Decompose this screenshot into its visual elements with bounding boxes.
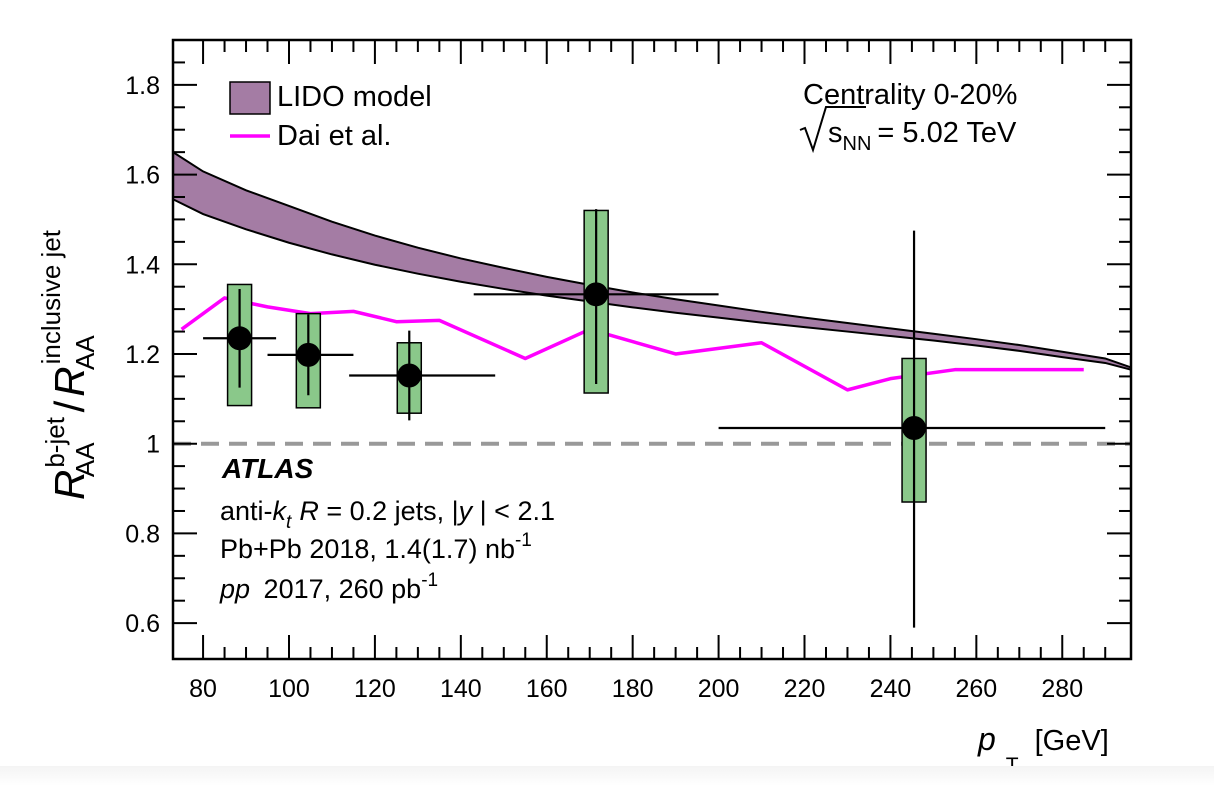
- x-tick-label: 220: [784, 675, 826, 703]
- jet-selection-label: anti-kt R = 0.2 jets, |y | < 2.1: [220, 496, 555, 533]
- data-point: [397, 363, 422, 388]
- y-tick-label: 0.6: [125, 610, 160, 638]
- lido-band-layer: [172, 151, 1132, 371]
- x-tick-label: 280: [1041, 675, 1083, 703]
- x-tick-label: 180: [612, 675, 654, 703]
- axis-ticks-layer: [173, 40, 1131, 659]
- collision-info: Centrality 0-20% sNN = 5.02 TeV: [799, 79, 1017, 155]
- x-tick-label: 200: [698, 675, 740, 703]
- bottom-fade: [0, 766, 1214, 786]
- x-axis-title: pT[GeV]: [977, 721, 1109, 777]
- legend-label-lido: LIDO model: [277, 81, 432, 113]
- plot-frame: [171, 38, 1133, 661]
- data-point: [296, 342, 321, 367]
- y-tick-label: 1.8: [125, 72, 160, 100]
- data-point: [902, 415, 927, 440]
- y-tick-label: 0.8: [125, 520, 160, 548]
- x-tick-label: 100: [268, 675, 310, 703]
- tick-labels-layer: 80 100 120 140 160 180 200 220 240 260 280 0.6 0.8 1 1…: [125, 72, 1083, 703]
- y-tick-label: 1.2: [125, 341, 160, 369]
- lido-band-lower-edge: [172, 198, 1132, 371]
- x-tick-label: 80: [189, 675, 217, 703]
- lido-band-upper-edge: [172, 151, 1132, 369]
- pbpb-lumi-label: Pb+Pb 2018, 1.4(1.7) nb-1: [220, 530, 532, 564]
- x-tick-label: 260: [955, 675, 997, 703]
- x-tick-label: 120: [354, 675, 396, 703]
- y-tick-label: 1: [146, 431, 160, 459]
- y-axis-title-text: Rb-jetAA/Rinclusive jet AA: [36, 229, 100, 500]
- experiment-info: ATLAS anti-kt R = 0.2 jets, |y | < 2.1 Pb…: [219, 453, 555, 604]
- data-point: [227, 326, 252, 351]
- legend: LIDO model Dai et al.: [229, 81, 432, 152]
- sqrt-icon: [799, 106, 866, 154]
- experiment-label: ATLAS: [221, 453, 314, 484]
- x-tick-label: 140: [440, 675, 482, 703]
- data-point: [584, 282, 609, 307]
- y-axis-title: Rb-jetAA/Rinclusive jet AA: [36, 229, 100, 500]
- centrality-label: Centrality 0-20%: [803, 79, 1017, 111]
- legend-label-dai: Dai et al.: [277, 120, 391, 152]
- energy-label: sNN = 5.02 TeV: [828, 117, 1017, 155]
- y-tick-label: 1.6: [125, 162, 160, 190]
- legend-band-swatch: [229, 81, 271, 115]
- x-tick-label: 240: [870, 675, 912, 703]
- x-tick-label: 160: [526, 675, 568, 703]
- data-points-layer: [203, 209, 1106, 628]
- y-tick-label: 1.4: [125, 251, 160, 279]
- pp-lumi-label: pp 2017, 260 pb-1: [219, 570, 438, 604]
